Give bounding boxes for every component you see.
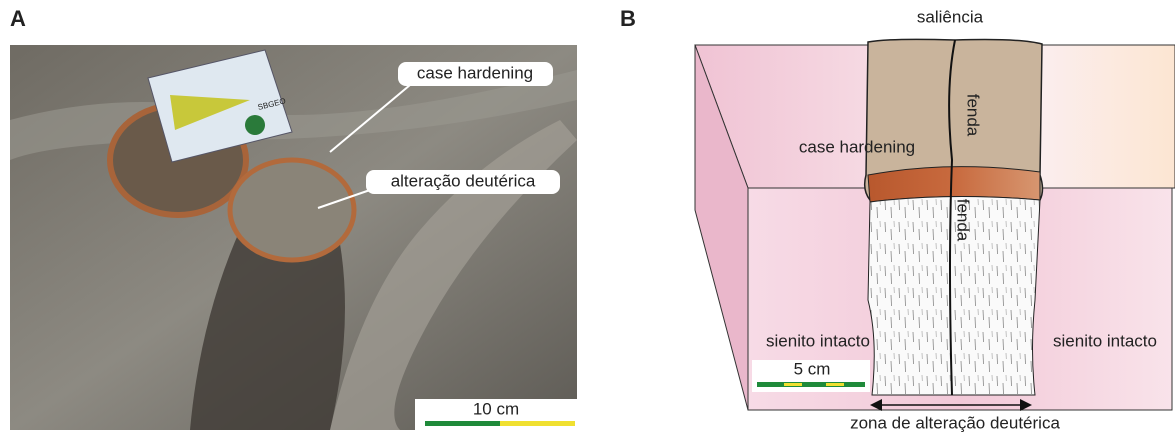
card-logo (245, 115, 265, 135)
panel-label: B (620, 6, 636, 31)
label-top: saliência (917, 7, 984, 26)
label-crack: fenda (954, 199, 973, 242)
scale-segment (826, 383, 844, 386)
nodule (230, 160, 354, 260)
panel-label: A (10, 6, 26, 31)
callout: alteração deutérica (391, 171, 536, 190)
label-rock: sienito intacto (766, 331, 870, 350)
scale-segment (425, 421, 500, 426)
scale-label: 5 cm (794, 359, 831, 378)
scale-segment (784, 383, 802, 386)
label-rock: sienito intacto (1053, 331, 1157, 350)
label-crack: fenda (964, 94, 983, 137)
callout: case hardening (417, 63, 533, 82)
page: A SBGEO case hardening alteração deutéri… (0, 0, 1175, 435)
scale-label: 10 cm (473, 399, 519, 418)
label-hardening: case hardening (799, 137, 915, 156)
figure: A SBGEO case hardening alteração deutéri… (0, 0, 1175, 435)
scale-segment (500, 421, 575, 426)
scale-bar (757, 382, 865, 387)
label-zone: zona de alteração deutérica (850, 413, 1060, 432)
